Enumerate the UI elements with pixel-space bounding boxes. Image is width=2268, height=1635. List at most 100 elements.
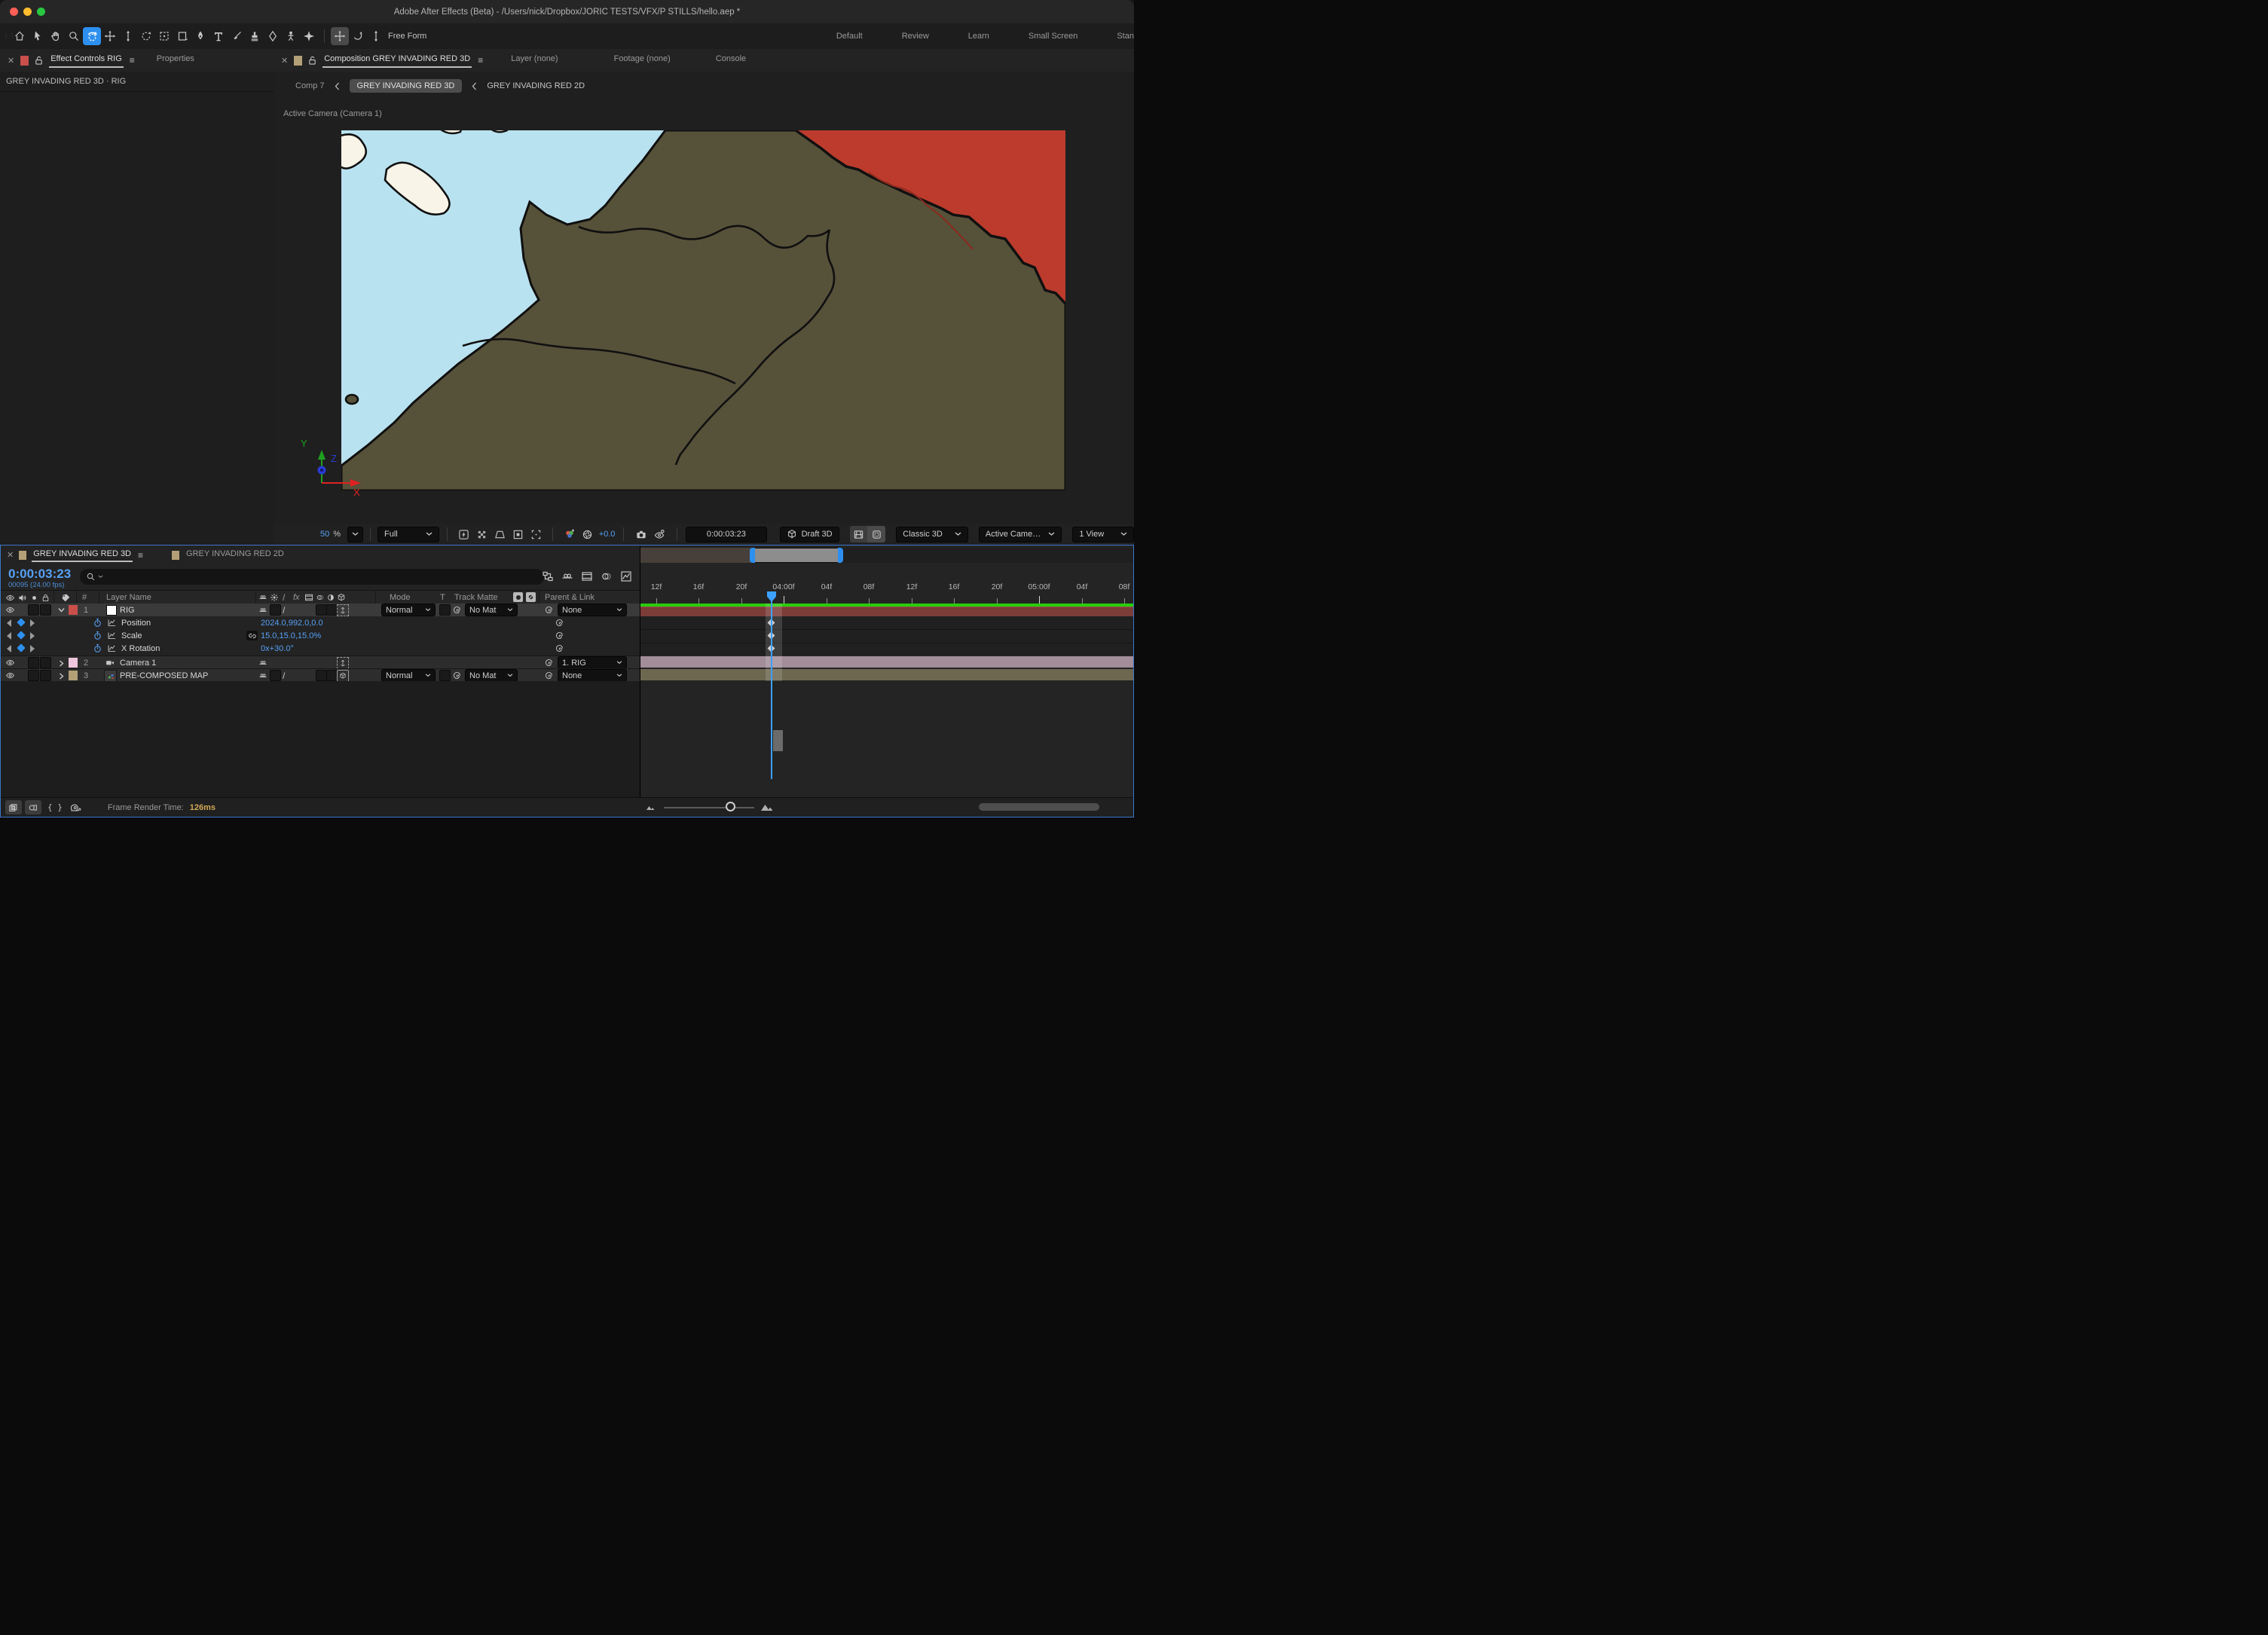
zoom-window-button[interactable]	[37, 8, 45, 16]
motion-blur-toggle[interactable]	[316, 604, 327, 616]
prev-keyframe-icon[interactable]	[7, 619, 11, 627]
scale-value[interactable]: 15.0,15.0,15.0%	[261, 631, 322, 640]
parent-dropdown[interactable]: None	[558, 669, 627, 682]
layer-bar-rig[interactable]	[640, 607, 1133, 617]
magnification-dropdown[interactable]	[347, 526, 364, 542]
layer-bar-map[interactable]	[640, 669, 1133, 680]
motion-blur-toggle[interactable]	[316, 670, 327, 681]
zoom-out-mountain-icon[interactable]	[646, 804, 655, 811]
collapsed-chevron-icon[interactable]	[59, 673, 64, 680]
tab-timeline-2d[interactable]: GREY INVADING RED 2D	[186, 549, 284, 558]
shy-toggle[interactable]	[258, 606, 267, 615]
shy-layers-icon[interactable]	[561, 570, 573, 582]
luma-matte-icon[interactable]	[526, 592, 536, 602]
orbit-camera-tool[interactable]	[83, 27, 101, 45]
home-tool[interactable]	[11, 27, 29, 45]
eye-icon[interactable]	[5, 605, 15, 615]
next-keyframe-icon[interactable]	[30, 645, 35, 652]
mini-flowchart-icon[interactable]	[542, 570, 554, 582]
type-tool[interactable]	[209, 27, 228, 45]
zoom-tool[interactable]	[65, 27, 83, 45]
graph-icon[interactable]	[107, 643, 117, 653]
toolbar-drag-handle[interactable]: ⋮⋮	[3, 32, 15, 39]
workspace-review[interactable]: Review	[901, 32, 929, 41]
close-panel-icon[interactable]: ✕	[7, 551, 14, 560]
layer-label-swatch[interactable]	[69, 605, 78, 615]
property-pickwhip-icon[interactable]	[555, 618, 564, 628]
property-name[interactable]: Scale	[121, 631, 142, 640]
property-name[interactable]: Position	[121, 618, 151, 628]
composition-viewport[interactable]	[341, 130, 1065, 490]
workspace-standard[interactable]: Standard	[1117, 32, 1134, 41]
adjustment-toggle[interactable]	[326, 604, 338, 616]
lock-toggle[interactable]	[40, 670, 51, 681]
tab-composition[interactable]: Composition GREY INVADING RED 3D	[322, 53, 472, 68]
property-row-x-rotation[interactable]: X Rotation 0x+30.0°	[1, 642, 640, 655]
tab-layer[interactable]: Layer (none)	[511, 54, 558, 63]
blend-mode-dropdown[interactable]: Normal	[381, 669, 436, 682]
stopwatch-icon[interactable]	[93, 631, 102, 640]
work-area-start-handle[interactable]	[750, 548, 755, 563]
close-panel-icon[interactable]: ✕	[8, 56, 15, 66]
timeline-zoom-slider-handle[interactable]	[726, 802, 735, 811]
solo-toggle[interactable]	[28, 657, 39, 668]
collapsed-chevron-icon[interactable]	[59, 660, 64, 667]
close-window-button[interactable]	[10, 8, 18, 16]
rectangle-tool[interactable]	[173, 27, 191, 45]
magnification-value[interactable]: 50	[320, 530, 330, 539]
workspace-default[interactable]: Default	[836, 32, 863, 41]
camera-region-tool[interactable]	[155, 27, 173, 45]
track-matte-dropdown[interactable]: No Mat	[465, 669, 518, 682]
timeline-zoom-slider-track[interactable]	[664, 807, 754, 808]
zoom-in-mountain-icon[interactable]	[760, 802, 773, 811]
3d-layer-toggle[interactable]	[337, 604, 349, 616]
parent-pickwhip-icon[interactable]	[544, 605, 554, 615]
snapshot-camera-icon[interactable]	[632, 529, 650, 540]
panel-menu-icon[interactable]: ≡	[478, 55, 484, 66]
layer-row-camera[interactable]: 2 Camera 1 1. RIG	[1, 656, 640, 669]
layer-bar-camera[interactable]	[640, 656, 1133, 668]
close-panel-icon[interactable]: ✕	[281, 56, 289, 66]
panel-menu-icon[interactable]: ≡	[129, 55, 136, 66]
view-layout-dropdown[interactable]: 1 View	[1072, 526, 1134, 542]
time-ruler[interactable]: 12f 16f 20f 04:00f 04f 08f 12f 16f 20f 0…	[640, 564, 1133, 604]
hand-tool[interactable]	[47, 27, 65, 45]
layer-name[interactable]: PRE-COMPOSED MAP	[120, 671, 209, 680]
channel-icon[interactable]	[561, 528, 579, 540]
property-pickwhip-icon[interactable]	[555, 643, 564, 653]
gizmo-position-tool[interactable]	[331, 27, 349, 45]
tab-effect-controls[interactable]: Effect Controls RIG	[49, 53, 124, 68]
exposure-icon[interactable]	[579, 529, 597, 540]
parent-dropdown[interactable]: 1. RIG	[558, 656, 627, 669]
search-input[interactable]	[80, 569, 544, 585]
solo-toggle[interactable]	[28, 604, 39, 616]
collapse-toggle[interactable]	[270, 670, 281, 681]
preview-time-field[interactable]: 0:00:03:23	[686, 526, 767, 542]
quality-toggle[interactable]: /	[283, 604, 286, 616]
tab-console[interactable]: Console	[715, 54, 747, 63]
property-pickwhip-icon[interactable]	[555, 631, 564, 640]
next-keyframe-icon[interactable]	[30, 632, 35, 640]
track-matte-dropdown[interactable]: No Mat	[465, 604, 518, 616]
minimize-window-button[interactable]	[23, 8, 32, 16]
graph-icon[interactable]	[107, 631, 117, 640]
lock-toggle[interactable]	[40, 657, 51, 668]
expand-chevron-icon[interactable]	[58, 607, 65, 613]
tab-properties[interactable]: Properties	[156, 54, 194, 63]
mask-visibility-icon[interactable]	[509, 529, 527, 540]
matte-pickwhip-icon[interactable]	[452, 671, 462, 680]
playhead-navigator-handle[interactable]	[773, 730, 783, 751]
frame-blend-enable-icon[interactable]	[5, 800, 22, 814]
eraser-tool[interactable]	[264, 27, 282, 45]
stopwatch-icon[interactable]	[93, 643, 102, 653]
property-row-scale[interactable]: Scale 15.0,15.0,15.0%	[1, 629, 640, 642]
layer-name[interactable]: RIG	[120, 605, 135, 615]
selection-tool[interactable]	[29, 27, 47, 45]
keyframe-at-time-icon[interactable]	[17, 643, 26, 652]
preserve-transparency-toggle[interactable]	[439, 604, 451, 616]
preserve-transparency-toggle[interactable]	[439, 670, 451, 681]
transparency-grid-icon[interactable]	[473, 529, 491, 540]
breadcrumb-comp7[interactable]: Comp 7	[295, 81, 325, 90]
rotation-tool[interactable]	[137, 27, 155, 45]
gizmo-rotate-tool[interactable]	[349, 27, 367, 45]
